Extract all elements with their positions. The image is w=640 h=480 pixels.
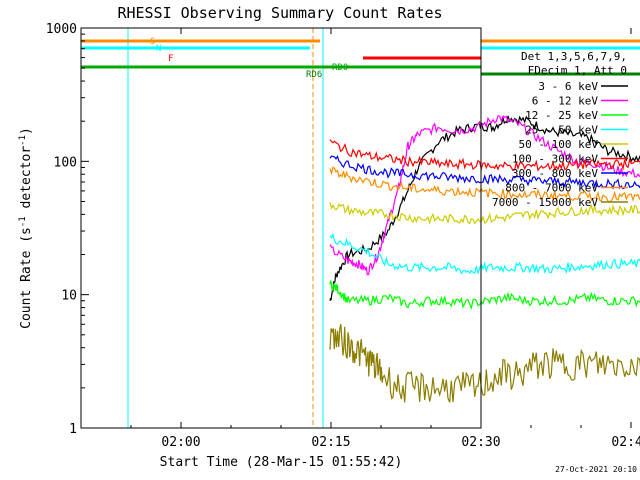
flag-label-N: N xyxy=(156,44,161,54)
legend-label-4: 50 - 100 keV xyxy=(519,138,599,151)
flag-label-RD0: RD0 xyxy=(332,63,348,73)
series-line-8 xyxy=(329,323,640,403)
x-tick-label-1: 02:15 xyxy=(311,435,350,450)
series-line-5 xyxy=(329,139,640,172)
vertical-markers xyxy=(127,28,324,428)
y-tick-label-3: 1000 xyxy=(46,22,77,37)
y-axis-label: Count Rate (s-1 detector-1) xyxy=(18,127,34,329)
chart-title: RHESSI Observing Summary Count Rates xyxy=(117,4,442,22)
x-tick-label-2: 02:30 xyxy=(461,435,500,450)
legend-header-line-1: Det 1,3,5,6,7,9, xyxy=(521,50,627,63)
legend-label-0: 3 - 6 keV xyxy=(538,80,598,93)
legend-label-8: 7000 - 15000 keV xyxy=(492,196,598,209)
x-tick-label-0: 02:00 xyxy=(161,435,200,450)
x-axis-label: Start Time (28-Mar-15 01:55:42) xyxy=(160,455,403,470)
series-line-2 xyxy=(329,280,640,311)
legend-label-6: 300 - 800 keV xyxy=(512,167,598,180)
y-tick-label-1: 10 xyxy=(61,289,77,304)
flag-label-S: S xyxy=(150,37,155,47)
legend-label-2: 12 - 25 keV xyxy=(525,109,598,122)
series-line-1 xyxy=(329,114,640,276)
series-line-6 xyxy=(329,154,640,190)
flag-label-RD6: RD6 xyxy=(306,70,322,80)
flag-label-F: F xyxy=(168,54,173,64)
series-line-4 xyxy=(329,202,640,226)
legend-label-1: 6 - 12 keV xyxy=(532,95,599,108)
flag-bars: SNF RD0 RD6 xyxy=(81,37,640,80)
legend-label-7: 800 - 7000 keV xyxy=(505,182,598,195)
series-line-7 xyxy=(329,166,640,203)
y-tick-label-2: 100 xyxy=(54,155,77,170)
timestamp: 27-Oct-2021 20:10 xyxy=(555,465,637,474)
legend-label-3: 25 - 50 keV xyxy=(525,124,598,137)
y-tick-label-0: 1 xyxy=(69,422,77,437)
x-tick-label-3: 02:45 xyxy=(611,435,640,450)
series-line-3 xyxy=(329,233,640,275)
legend-label-5: 100 - 300 keV xyxy=(512,153,598,166)
y-axis-ticks: 1 10 100 1000 xyxy=(46,22,89,437)
series-lines xyxy=(329,114,640,403)
legend-header-line-2: FDecim 1, Att 0 xyxy=(528,64,627,77)
